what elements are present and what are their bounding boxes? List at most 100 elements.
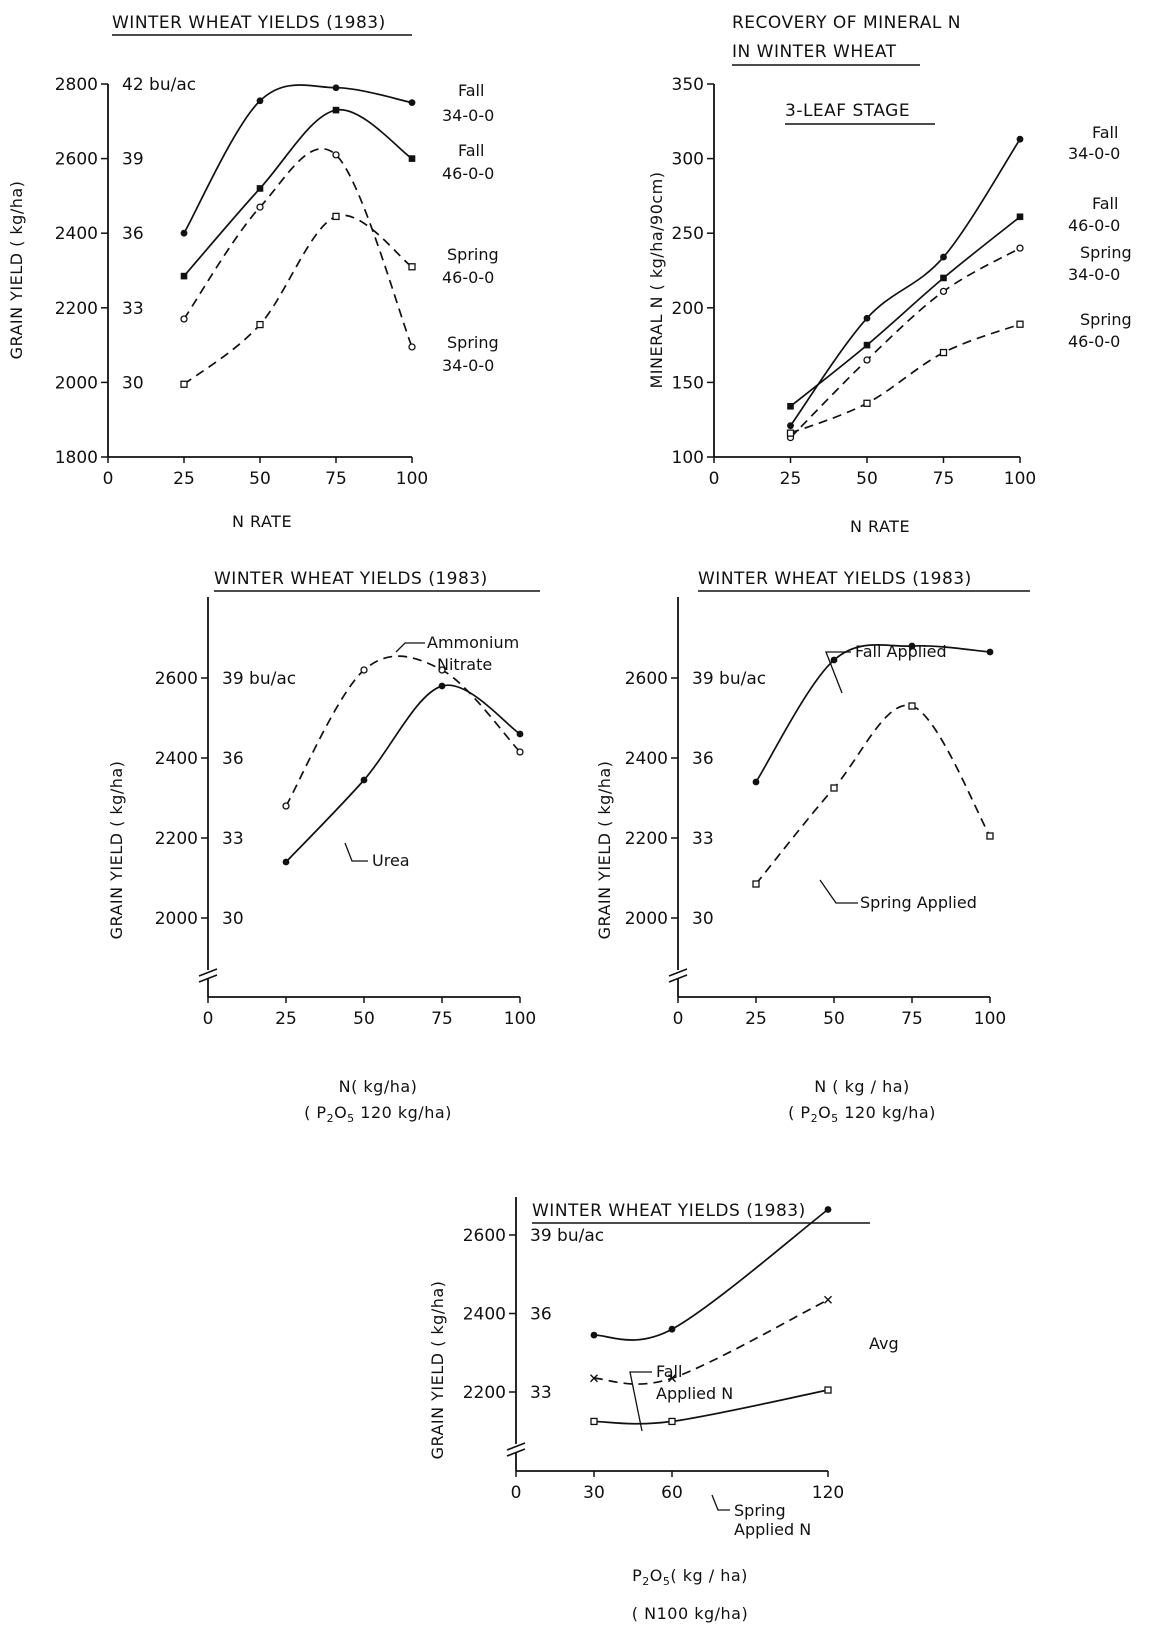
chart-yield-by-timing: WINTER WHEAT YIELDS (1983) GRAIN YIELD (… [595,569,1030,1125]
chart-title: WINTER WHEAT YIELDS (1983) [112,13,386,33]
series-lines [285,655,521,863]
series-line-urea [285,684,521,863]
series-line-fall-applied [755,644,991,783]
axis-break-mark [668,974,688,983]
bushel-tick-label: 36 [122,224,144,244]
series-label-fall-34: Fall [1092,123,1118,142]
data-point-urea [282,858,290,866]
data-markers [590,1206,832,1426]
data-markers [786,135,1024,442]
y-tick-label: 1800 [55,448,98,468]
series-line-spring-34-0-0 [183,147,413,348]
series-lines [789,138,1021,439]
data-markers [282,666,524,866]
y-axis-label: GRAIN YIELD ( kg/ha) [7,181,26,360]
y-tick-label: 2400 [463,1305,506,1325]
x-tick-label: 0 [709,469,720,489]
series-line-ammonium-nitrate [285,655,521,807]
y-axis-label: GRAIN YIELD ( kg/ha) [428,1281,447,1460]
series-label-spring-46-formula: 46-0-0 [1068,332,1120,351]
bushel-tick-label: 33 [692,829,714,849]
data-point-fall-46-0-0 [940,274,947,282]
series-line-fall-applied-n [593,1208,829,1341]
bushel-tick-label: 30 [122,373,144,393]
axis-break-mark [198,968,218,977]
data-point-urea [516,730,524,738]
series-lines [593,1208,829,1425]
data-point-fall-34-0-0 [332,84,340,92]
data-point-fall-34-0-0 [940,253,947,261]
data-point-fall-34-0-0 [787,422,794,430]
series-label-ammonium: Ammonium [427,633,519,652]
data-point-spring-46-0-0 [332,212,340,221]
series-line-fall-34-0-0 [789,138,1021,427]
data-point-fall-46-0-0 [863,341,871,349]
series-line-fall-46-0-0 [789,216,1021,407]
y-tick-label: 2000 [155,909,198,929]
y-tick-label: 2600 [625,669,668,689]
y-tick-label: 150 [672,373,704,393]
y-tick-label: 200 [672,299,704,319]
data-point-fall-46-0-0 [180,272,188,280]
axis-break-mark [198,974,218,983]
data-point-spring-34-0-0 [408,343,416,351]
y-tick-label: 2000 [55,373,98,393]
x-tick-label: 25 [780,469,802,489]
data-point-spring-applied [830,784,838,792]
bushel-tick-label: 30 [222,909,244,929]
x-tick-label: 75 [431,1009,453,1029]
y-tick-label: 250 [672,224,704,244]
x-tick-label: 100 [504,1009,536,1029]
data-point-fall-46-0-0 [332,106,340,114]
x-tick-label: 120 [812,1483,844,1503]
data-point-spring-applied-n [668,1417,676,1426]
data-point-fall-applied-n [668,1325,676,1333]
bushel-tick-label: 42 bu/ac [122,75,196,95]
axes: 0 25 50 75 100 100 150 200 250 300 350 [672,75,1037,489]
leader-spring-applied-n [711,1494,730,1511]
data-point-fall-46-0-0 [1016,213,1024,221]
data-point-spring-applied-n [590,1417,598,1426]
x-tick-label: 25 [173,469,195,489]
series-label-spring-34-formula: 34-0-0 [442,356,494,375]
data-point-spring-applied-n [824,1386,832,1394]
series-label-spring-34-formula: 34-0-0 [1068,265,1120,284]
series-line-spring-46-0-0 [790,323,1021,434]
data-point-spring-34-0-0 [332,151,340,159]
x-axis-label: N RATE [850,517,910,536]
data-point-fall-applied [986,648,994,656]
x-axis-sublabel: ( P2O5 120 kg/ha) [304,1103,452,1125]
series-label-fall-46-formula: 46-0-0 [442,164,494,183]
x-axis-label: N RATE [232,512,292,531]
series-label-spring-applied-n: Applied N [734,1520,811,1539]
bushel-tick-label: 33 [122,299,144,319]
x-tick-label: 25 [745,1009,767,1029]
series-label-avg: Avg [869,1334,899,1353]
data-point-fall-applied [830,656,838,664]
x-tick-label: 50 [823,1009,845,1029]
leader-spring-applied [819,879,858,904]
x-tick-label: 0 [673,1009,684,1029]
bushel-tick-label: 36 [222,749,244,769]
axis-break-gap [204,970,212,978]
data-point-spring-46-0-0 [256,320,264,329]
x-tick-label: 0 [511,1483,522,1503]
data-point-ammonium-nitrate [282,802,290,810]
leader-fall-applied [825,651,851,694]
bushel-tick-label: 39 [122,150,144,170]
axes: 0 25 50 75 100 2000 2200 2400 2600 30 33 36 39 bu/ac [155,597,536,1029]
x-axis-sublabel: ( P2O5 120 kg/ha) [788,1103,936,1125]
y-tick-label: 2400 [625,749,668,769]
data-point-spring-applied [986,832,994,840]
series-line-avg [593,1299,829,1385]
y-axis-label: MINERAL N ( kg/ha/90cm) [647,171,666,388]
bushel-tick-label: 36 [530,1305,552,1325]
chart-mineral-n-recovery: RECOVERY OF MINERAL N IN WINTER WHEAT 3-… [647,13,1132,536]
x-axis-sublabel: ( N100 kg/ha) [632,1604,748,1623]
axes: 0 25 50 75 100 1800 2000 2200 2400 2600 2800 30 33 36… [55,75,428,489]
y-axis-label: GRAIN YIELD ( kg/ha) [107,761,126,940]
x-axis-label: P2O5( kg / ha) [632,1566,748,1588]
data-point-avg [668,1374,676,1383]
x-tick-label: 75 [901,1009,923,1029]
